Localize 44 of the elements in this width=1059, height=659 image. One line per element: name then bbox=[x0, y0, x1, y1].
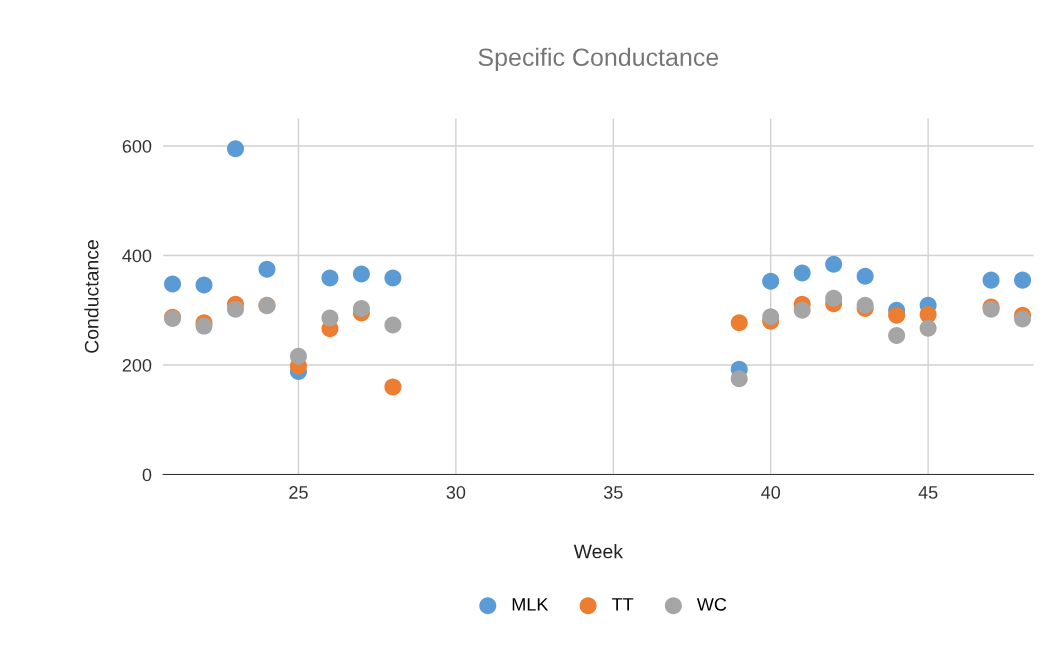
point bbox=[825, 255, 843, 273]
y-axis-title: Conductance bbox=[84, 240, 99, 353]
point bbox=[793, 301, 811, 319]
point bbox=[888, 326, 906, 344]
point bbox=[730, 370, 748, 388]
x-tick-label: 35 bbox=[603, 486, 623, 499]
x-tick-label: 25 bbox=[289, 486, 308, 499]
point bbox=[762, 308, 780, 326]
point bbox=[919, 319, 937, 337]
y-tick-label: 0 bbox=[142, 468, 152, 482]
x-tick-label: 30 bbox=[446, 486, 466, 499]
y-tick-label: 400 bbox=[122, 249, 152, 263]
point bbox=[888, 306, 906, 324]
point bbox=[825, 289, 843, 307]
point bbox=[384, 316, 402, 334]
legend-label: TT bbox=[612, 598, 634, 611]
y-tick-label: 600 bbox=[122, 139, 152, 153]
point bbox=[384, 378, 402, 396]
point bbox=[1014, 271, 1032, 289]
point bbox=[352, 300, 370, 318]
point bbox=[1014, 310, 1032, 328]
point bbox=[856, 267, 874, 285]
legend-label: MLK bbox=[512, 598, 549, 611]
point bbox=[226, 300, 244, 318]
point bbox=[321, 309, 339, 327]
x-tick-label: 40 bbox=[761, 486, 781, 499]
point bbox=[762, 272, 780, 290]
x-axis-title: Week bbox=[573, 544, 624, 559]
point bbox=[195, 276, 213, 294]
point bbox=[793, 264, 811, 282]
point bbox=[226, 140, 244, 158]
point bbox=[352, 265, 370, 283]
point bbox=[258, 260, 276, 278]
y-tick-label: 200 bbox=[122, 358, 152, 372]
point bbox=[321, 269, 339, 287]
point bbox=[164, 275, 182, 293]
legend-label: WC bbox=[696, 597, 727, 611]
point bbox=[730, 314, 748, 332]
point bbox=[982, 271, 1000, 289]
point bbox=[384, 269, 402, 287]
point bbox=[856, 296, 874, 314]
point bbox=[289, 347, 307, 365]
x-tick-label: 45 bbox=[918, 486, 938, 499]
chart-title: Specific Conductance bbox=[478, 47, 719, 72]
